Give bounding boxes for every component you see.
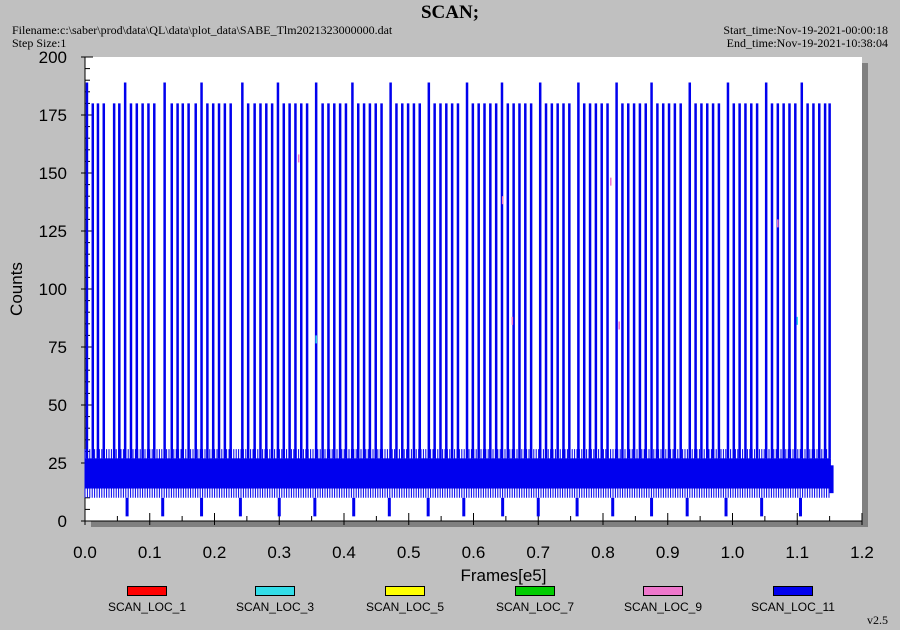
x-tick-label: 1.2 [850,543,874,562]
legend-swatch [385,586,425,596]
legend-item: SCAN_LOC_11 [728,586,858,614]
legend-label: SCAN_LOC_7 [495,600,575,614]
x-tick-label: 0.1 [138,543,162,562]
series-scan-loc-11 [84,82,834,517]
x-tick-label: 0.6 [462,543,486,562]
y-tick-label: 75 [48,338,67,357]
x-tick-label: 0.5 [397,543,421,562]
version-label: v2.5 [867,613,888,627]
filename-text: Filename:c:\saber\prod\data\QL\data\plot… [12,23,393,37]
x-tick-label: 0.2 [203,543,227,562]
end-time-text: End_time:Nov-19-2021-10:38:04 [726,36,888,50]
x-tick-label: 0.3 [267,543,291,562]
x-tick-label: 0.8 [591,543,615,562]
y-tick-label: 150 [39,164,67,183]
y-tick-group: 0 25 50 75 100 125 150 175 200 [39,48,93,531]
baseline-oscillation [84,449,830,498]
legend-swatch [773,586,813,596]
y-tick-label: 125 [39,222,67,241]
legend-item: SCAN_LOC_7 [470,586,600,614]
chart-title: SCAN; [420,2,480,23]
legend-swatch [127,586,167,596]
legend-item: SCAN_LOC_5 [340,586,470,614]
legend-label: SCAN_LOC_11 [751,600,835,614]
x-tick-label: 0.9 [656,543,680,562]
step-size-text: Step Size:1 [12,36,67,50]
legend-label: SCAN_LOC_1 [107,600,187,614]
y-tick-label: 0 [58,512,67,531]
chart-legend: SCAN_LOC_1 SCAN_LOC_3 SCAN_LOC_5 SCAN_LOC_7… [0,586,900,616]
x-tick-label: 1.0 [721,543,745,562]
x-tick-label: 0.0 [73,543,97,562]
x-tick-label: 0.7 [526,543,550,562]
x-tick-label: 1.1 [785,543,809,562]
y-tick-label: 200 [39,48,67,67]
legend-item: SCAN_LOC_3 [210,586,340,614]
x-tick-label: 0.4 [332,543,356,562]
legend-swatch [643,586,683,596]
legend-swatch [255,586,295,596]
file-info: Filename:c:\saber\prod\data\QL\data\plot… [12,24,392,50]
time-info: Start_time:Nov-19-2021-00:00:18 End_time… [723,24,888,50]
y-tick-label: 100 [39,280,67,299]
legend-label: SCAN_LOC_3 [235,600,315,614]
x-axis-label: Frames[e5] [461,566,547,585]
legend-swatch [515,586,555,596]
start-time-text: Start_time:Nov-19-2021-00:00:18 [723,23,888,37]
x-tick-group: 0.0 0.1 0.2 0.3 0.4 0.5 0.6 0.7 0.8 0.9 1.0 1.1 1.2 [73,513,874,562]
legend-label: SCAN_LOC_5 [365,600,445,614]
legend-label: SCAN_LOC_9 [623,600,703,614]
y-axis-label: Counts [7,262,26,316]
y-tick-label: 25 [48,454,67,473]
y-tick-label: 175 [39,106,67,125]
legend-item: SCAN_LOC_9 [598,586,728,614]
y-tick-label: 50 [48,396,67,415]
chart-svg: 0 25 50 75 100 125 150 175 200 0.0 0.1 0.2 0.3 0.4 0.5… [7,48,874,585]
legend-item: SCAN_LOC_1 [82,586,212,614]
